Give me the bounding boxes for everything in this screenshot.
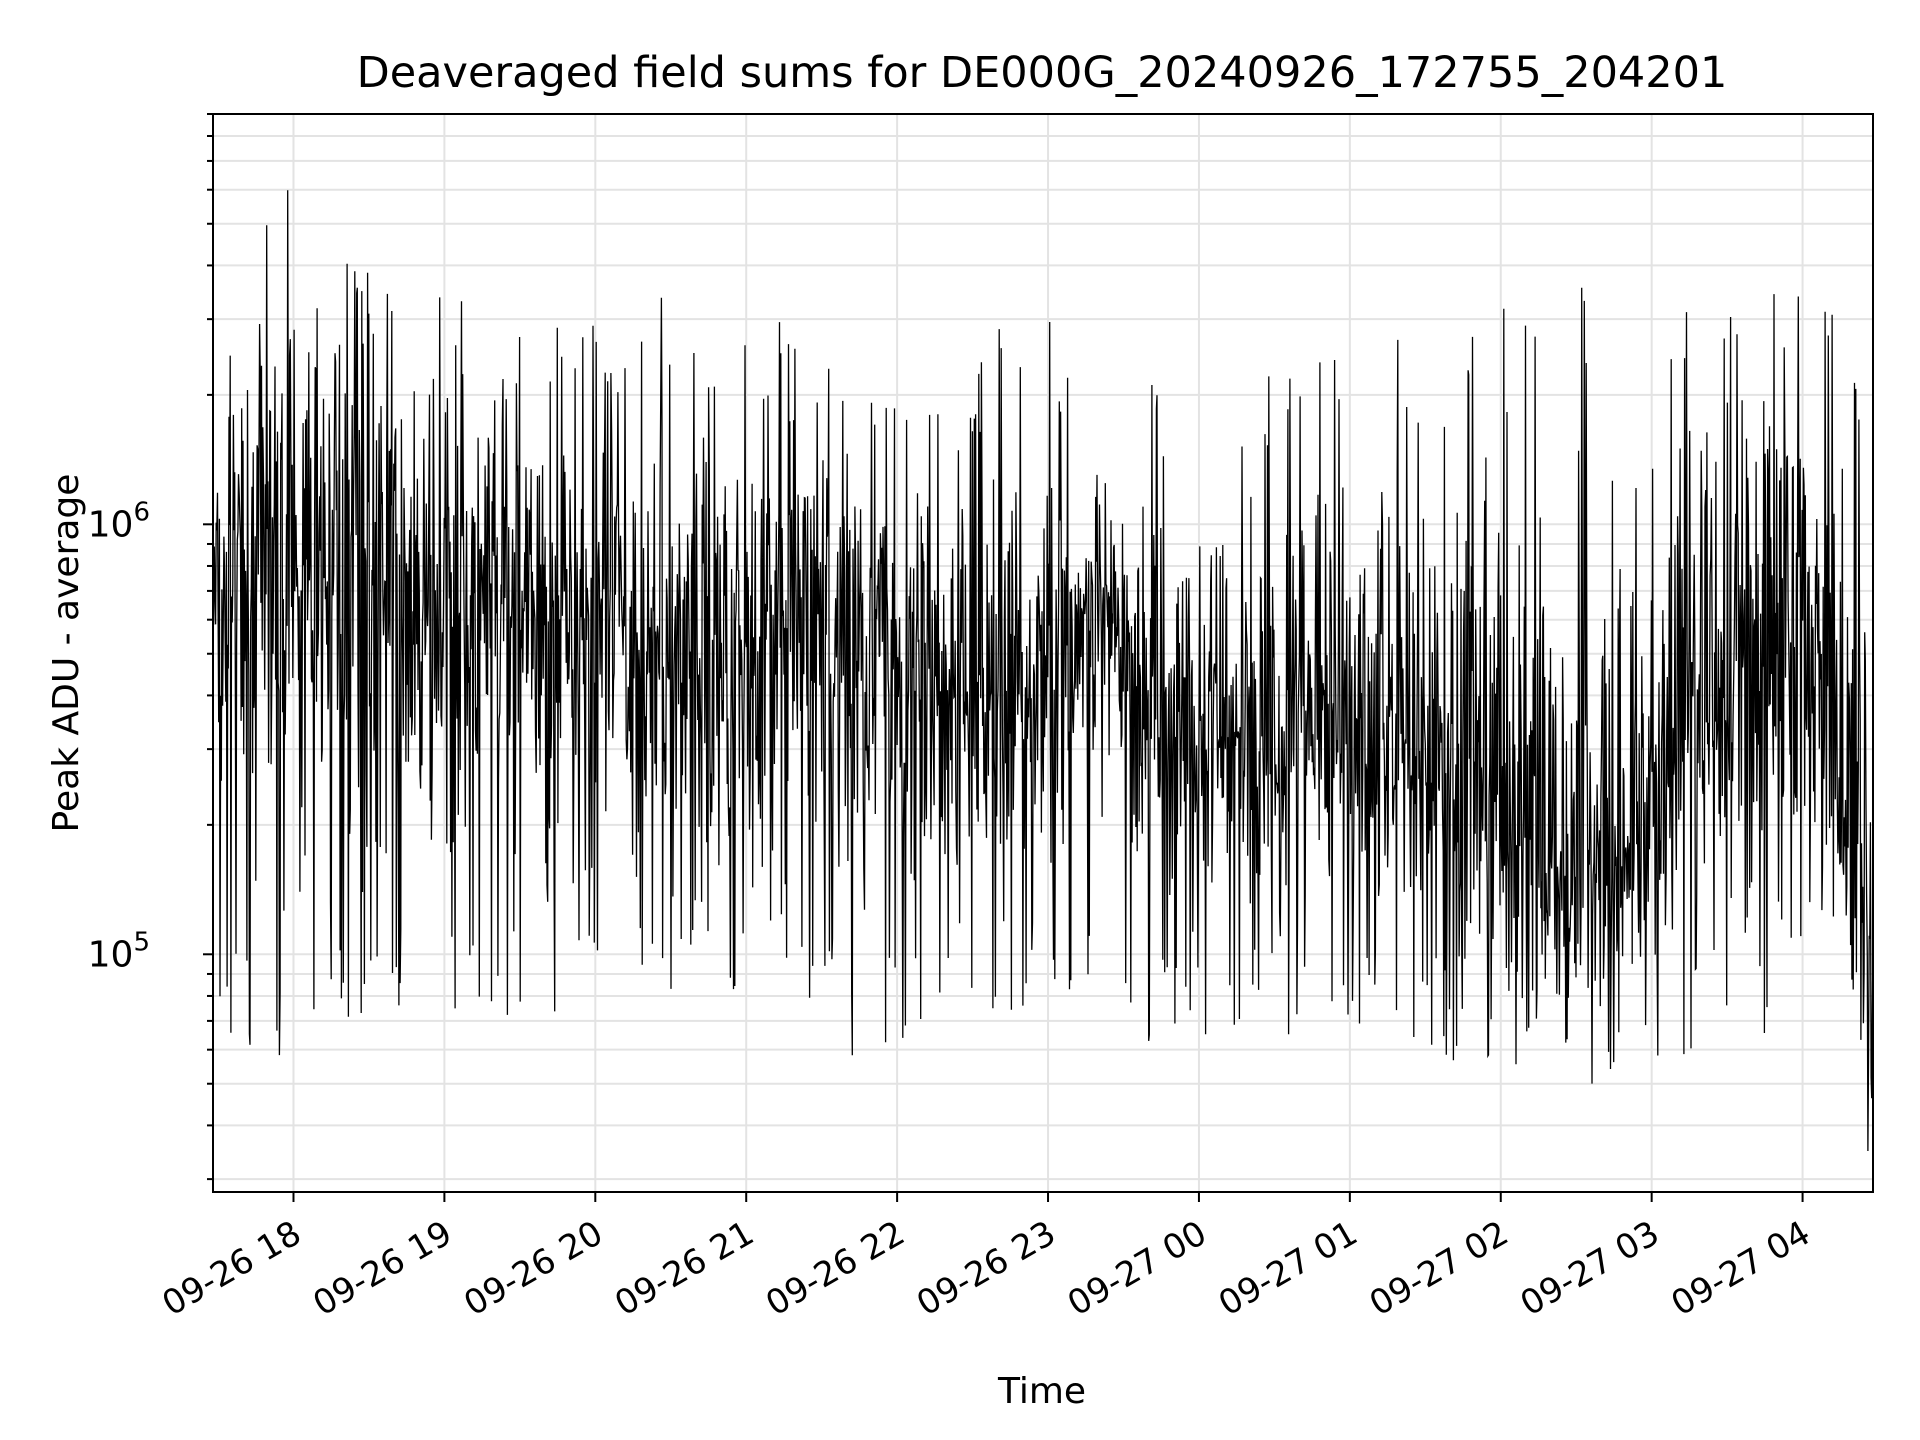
chart-title: Deaveraged field sums for DE000G_2024092… bbox=[357, 48, 1728, 98]
y-axis: 105 106 bbox=[88, 113, 213, 1181]
y-tick-label: 106 bbox=[88, 497, 150, 545]
y-axis-label: Peak ADU - average bbox=[46, 474, 87, 833]
y-tick-label: 105 bbox=[88, 927, 150, 975]
series-group bbox=[212, 190, 1874, 1152]
x-axis-label: Time bbox=[997, 1371, 1086, 1412]
series-line bbox=[212, 190, 1874, 1152]
